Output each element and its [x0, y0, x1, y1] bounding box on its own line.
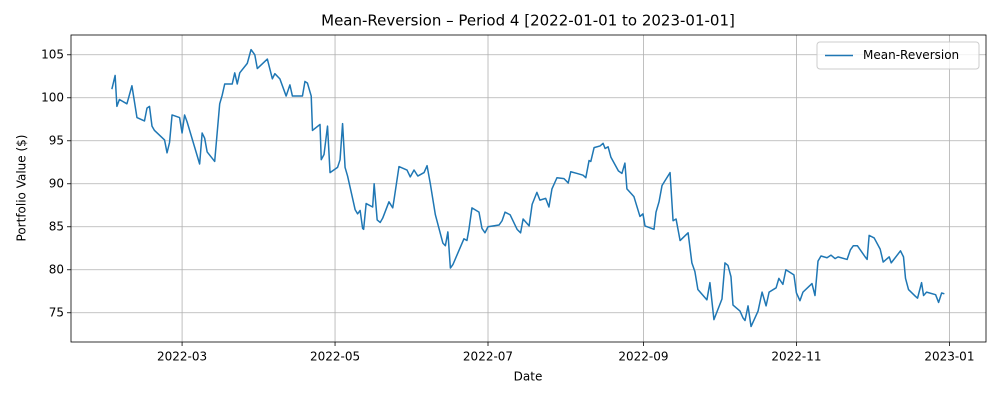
plot-frame: [70, 34, 987, 343]
y-tick-label: 95: [49, 133, 64, 147]
data-line: [111, 48, 945, 328]
y-axis-label: Portfolio Value ($): [15, 135, 29, 242]
legend-box: [816, 41, 980, 70]
legend-label: Mean-Reversion: [863, 48, 959, 62]
y-tick-label: 90: [49, 176, 64, 190]
x-tick-label: 2023-01: [924, 350, 974, 364]
y-tick-label: 80: [49, 262, 64, 276]
x-tick-label: 2022-11: [771, 350, 821, 364]
x-tick-label: 2022-07: [463, 350, 513, 364]
y-tick-label: 85: [49, 219, 64, 233]
x-tick-label: 2022-05: [310, 350, 360, 364]
chart-title: Mean-Reversion – Period 4 [2022-01-01 to…: [321, 12, 735, 30]
x-axis-label: Date: [514, 370, 543, 384]
y-tick-label: 75: [49, 305, 64, 319]
x-tick-label: 2022-09: [618, 350, 668, 364]
y-tick-label: 100: [41, 90, 64, 104]
y-tick-label: 105: [41, 47, 64, 61]
x-tick-label: 2022-03: [157, 350, 207, 364]
